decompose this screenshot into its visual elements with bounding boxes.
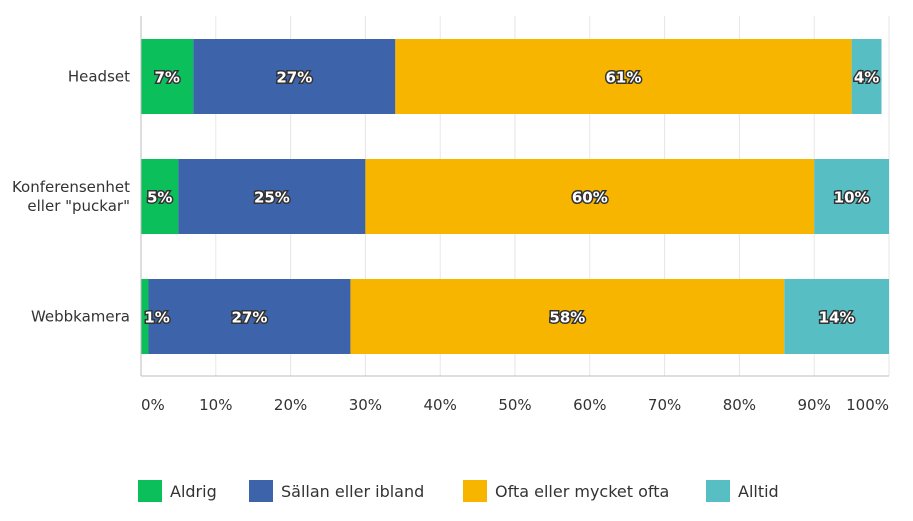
x-tick-label: 80%	[723, 396, 756, 414]
legend: Aldrig Sällan eller ibland Ofta eller myck…	[138, 480, 779, 502]
axes	[140, 16, 889, 377]
bar-segment	[141, 279, 149, 354]
x-tick-label: 30%	[349, 396, 382, 414]
legend-label: Alltid	[738, 482, 779, 501]
x-tick-labels: 0% 10% 20% 30% 40% 50% 60% 70% 80% 90% 100%	[141, 396, 889, 414]
x-tick-label: 0%	[141, 396, 165, 414]
legend-label: Aldrig	[170, 482, 217, 501]
bar-segment	[178, 159, 366, 234]
category-label: Headset	[68, 68, 130, 86]
data-label: 60%	[572, 189, 608, 207]
data-label: 1%	[144, 309, 169, 327]
bar-segment	[141, 39, 194, 114]
data-label: 58%	[549, 309, 585, 327]
x-tick-label: 40%	[424, 396, 457, 414]
bar-segment	[193, 39, 396, 114]
legend-label: Sällan eller ibland	[281, 482, 424, 501]
legend-item: Sällan eller ibland	[249, 480, 424, 502]
bar-segment	[851, 39, 882, 114]
category-label: Webbkamera	[31, 308, 130, 326]
bar-segment	[141, 159, 179, 234]
legend-swatch	[706, 480, 730, 502]
data-label: 10%	[834, 189, 870, 207]
category-label: Konferensenhet eller "puckar"	[12, 178, 130, 215]
data-label: 25%	[254, 189, 290, 207]
legend-label: Ofta eller mycket ofta	[495, 482, 669, 501]
bars: 7% 27% 61% 4% 5% 25% 60% 10% 1% 27% 58% 14%	[141, 39, 889, 354]
bar-segment	[350, 279, 785, 354]
legend-swatch	[138, 480, 162, 502]
data-label: 7%	[154, 69, 179, 87]
x-tick-label: 100%	[846, 396, 889, 414]
x-tick-label: 50%	[498, 396, 531, 414]
bar-segment	[395, 39, 852, 114]
x-tick-label: 20%	[274, 396, 307, 414]
bar-segment	[784, 279, 889, 354]
legend-item: Alltid	[706, 480, 779, 502]
bar-segment	[814, 159, 889, 234]
bar-segment	[365, 159, 815, 234]
x-tick-label: 60%	[573, 396, 606, 414]
data-label: 4%	[854, 69, 879, 87]
bar-segment	[148, 279, 351, 354]
legend-item: Aldrig	[138, 480, 217, 502]
data-label: 61%	[606, 69, 642, 87]
data-label: 27%	[232, 309, 268, 327]
legend-swatch	[463, 480, 487, 502]
x-tick-label: 70%	[648, 396, 681, 414]
legend-item: Ofta eller mycket ofta	[463, 480, 669, 502]
x-tick-label: 10%	[199, 396, 232, 414]
x-tick-label: 90%	[798, 396, 831, 414]
data-label: 5%	[147, 189, 172, 207]
legend-swatch	[249, 480, 273, 502]
data-label: 14%	[819, 309, 855, 327]
data-label: 27%	[276, 69, 312, 87]
category-labels: Headset Konferensenhet eller "puckar" Webbk…	[12, 68, 130, 326]
